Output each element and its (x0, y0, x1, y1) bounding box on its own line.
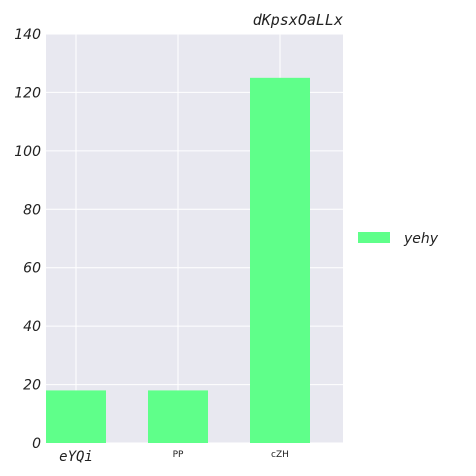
y-tick-label: 120 (14, 85, 41, 101)
y-axis-ticks: 0 20 40 60 80 100 120 140 (14, 27, 41, 452)
x-tick-label: cZH (271, 450, 289, 460)
bar-eYQi (46, 390, 106, 443)
x-tick-label: PP (173, 450, 184, 460)
y-tick-label: 140 (14, 27, 41, 43)
legend-swatch (358, 232, 390, 243)
y-tick-label: 20 (23, 378, 41, 394)
legend-label: yehy (403, 231, 439, 247)
y-tick-label: 60 (23, 261, 41, 277)
y-tick-label: 100 (14, 144, 41, 160)
y-tick-label: 40 (23, 319, 41, 335)
bar-cZH (250, 77, 310, 444)
x-tick-label: eYQi (59, 449, 93, 465)
y-tick-label: 0 (32, 436, 41, 452)
bars (46, 77, 310, 444)
chart-title: dKpsxOaLLx (253, 11, 343, 29)
x-axis-ticks: eYQi PP cZH (59, 449, 289, 465)
legend: yehy (358, 231, 439, 247)
y-tick-label: 80 (23, 202, 41, 218)
bar-PP (148, 390, 208, 443)
